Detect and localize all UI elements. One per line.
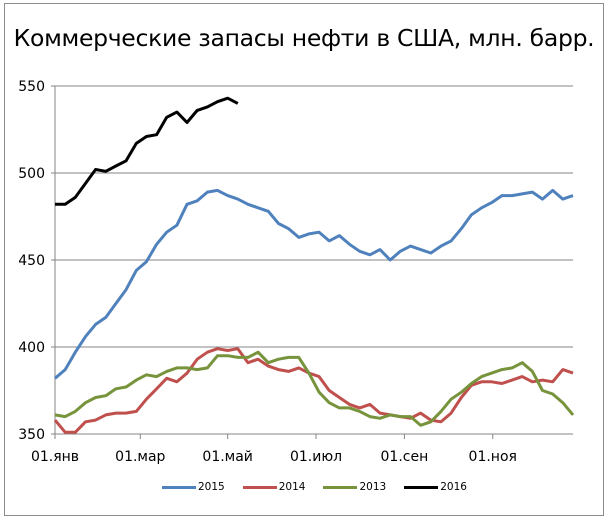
series-lines <box>53 96 575 434</box>
legend-swatch-2014 <box>242 485 277 489</box>
series-line-2013[interactable] <box>54 350 575 427</box>
legend-label: 2014 <box>278 481 306 493</box>
legend-swatch-2015 <box>162 485 196 489</box>
legend-item-2013[interactable]: 2013 <box>323 481 386 493</box>
x-tick-label: 01.июл <box>290 449 342 465</box>
y-tick-label: 500 <box>18 166 45 182</box>
y-tick-label: 550 <box>18 79 45 95</box>
x-axis: 01.янв 01.мар 01.май 01.июл 01.сен 01.ноя <box>31 434 517 465</box>
y-tick-label: 450 <box>18 253 45 269</box>
y-tick-label: 400 <box>18 340 45 356</box>
legend-swatch-2013 <box>323 485 358 489</box>
y-tick-label: 350 <box>18 427 45 443</box>
legend-item-2014[interactable]: 2014 <box>242 481 306 493</box>
series-line-2016[interactable] <box>55 96 239 206</box>
series-line-2015[interactable] <box>54 188 574 380</box>
legend-swatch-2016 <box>404 485 439 489</box>
legend-label: 2013 <box>359 481 387 493</box>
chart-title: Коммерческие запасы нефти в США, млн. ба… <box>13 24 595 52</box>
legend-label: 2015 <box>198 481 225 493</box>
legend-label: 2016 <box>440 481 467 493</box>
x-tick-label: 01.май <box>202 449 253 465</box>
gridlines <box>55 85 573 435</box>
legend: 2015 2014 2013 2016 <box>162 481 467 493</box>
series-line-2014[interactable] <box>53 347 574 434</box>
x-tick-label: 01.янв <box>31 449 79 465</box>
legend-item-2015[interactable]: 2015 <box>162 481 225 493</box>
x-tick-label: 01.ноя <box>469 449 517 465</box>
x-tick-label: 01.мар <box>115 449 165 465</box>
legend-item-2016[interactable]: 2016 <box>404 481 467 493</box>
x-tick-label: 01.сен <box>381 449 429 465</box>
y-axis: 350 400 450 500 550 <box>18 79 56 443</box>
